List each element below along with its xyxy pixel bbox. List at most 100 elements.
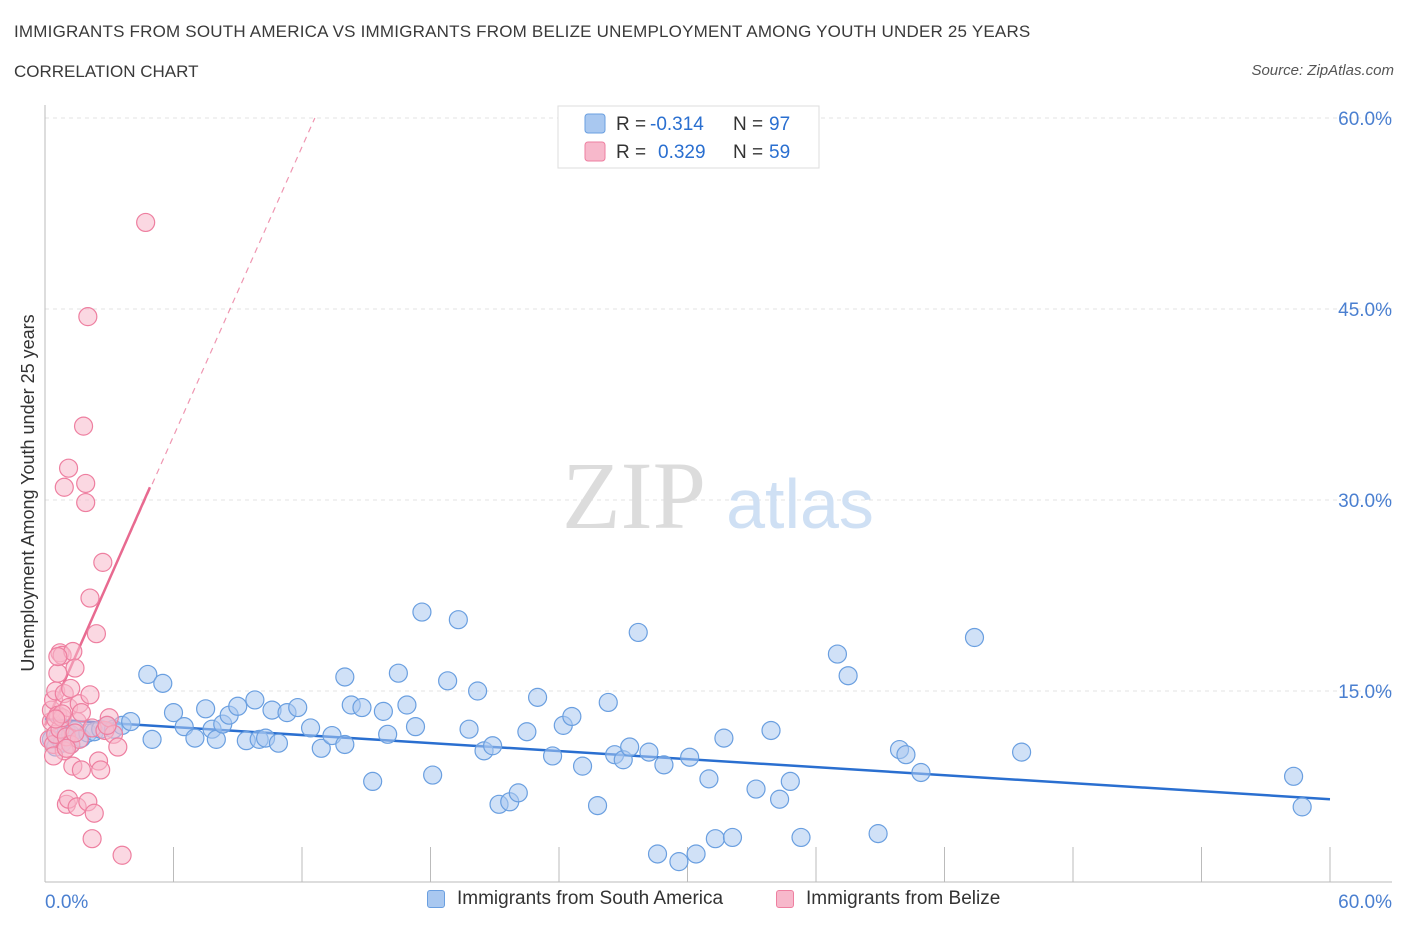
point-south-america-48 <box>438 671 458 691</box>
point-south-america-90 <box>964 627 985 648</box>
x-tick-labels: 0.0% 60.0% <box>45 892 1392 913</box>
legend-n-label-2: N = <box>733 142 763 163</box>
point-belize-23 <box>65 658 85 678</box>
point-belize-39 <box>84 803 104 823</box>
point-south-america-78 <box>722 827 743 848</box>
point-south-america-84 <box>827 644 848 664</box>
point-south-america-71 <box>647 844 668 864</box>
point-belize-57 <box>56 738 77 758</box>
point-south-america-93 <box>1292 797 1312 817</box>
legend-r-label-2: R = <box>616 142 646 163</box>
point-belize-35 <box>80 588 100 608</box>
y-axis-title: Unemployment Among Youth under 25 years <box>18 314 38 671</box>
point-south-america-70 <box>654 755 674 775</box>
point-south-america-92 <box>1283 766 1304 786</box>
y-tick-label-0: 15.0% <box>1338 682 1392 703</box>
point-belize-48 <box>112 845 132 865</box>
chart-title: IMMIGRANTS FROM SOUTH AMERICA VS IMMIGRA… <box>14 22 1031 41</box>
axes <box>44 105 1392 883</box>
point-south-america-67 <box>620 737 640 757</box>
point-belize-56 <box>46 709 66 729</box>
point-south-america-43 <box>388 663 408 683</box>
point-south-america-46 <box>412 602 432 622</box>
point-belize-52 <box>48 647 68 667</box>
point-belize-49 <box>136 212 156 233</box>
point-south-america-59 <box>542 746 563 766</box>
watermark-atlas: atlas <box>726 465 874 543</box>
point-south-america-45 <box>405 717 426 737</box>
legend-swatch-south-america-bottom <box>427 890 445 908</box>
point-south-america-81 <box>769 789 790 809</box>
point-south-america-20 <box>185 728 205 748</box>
source-credit: Source: ZipAtlas.com <box>1251 62 1394 79</box>
grid-lines <box>45 117 1392 692</box>
watermark-zip: ZIP <box>562 442 706 549</box>
point-south-america-42 <box>373 701 393 721</box>
point-south-america-85 <box>838 666 858 686</box>
correlation-legend: R = -0.314 N = 97 R = 0.329 N = 59 <box>557 105 820 169</box>
legend-swatch-belize <box>584 141 606 162</box>
point-south-america-79 <box>746 779 766 799</box>
point-south-america-88 <box>896 745 916 765</box>
point-belize-47 <box>108 737 128 757</box>
point-south-america-16 <box>138 664 158 685</box>
point-south-america-41 <box>363 771 383 792</box>
point-south-america-14 <box>121 711 141 732</box>
legend-n-value-1: 97 <box>769 114 790 135</box>
point-south-america-75 <box>699 769 719 789</box>
legend-r-value-2: 0.329 <box>658 142 706 163</box>
point-belize-30 <box>73 416 94 436</box>
point-south-america-53 <box>483 736 503 756</box>
series-south-america-points <box>41 602 1312 872</box>
point-south-america-56 <box>508 783 528 803</box>
point-belize-33 <box>78 307 98 327</box>
point-south-america-35 <box>300 718 321 738</box>
point-south-america-68 <box>628 622 648 643</box>
point-south-america-58 <box>527 687 548 707</box>
legend-item-south-america[interactable]: Immigrants from South America <box>427 888 723 910</box>
y-tick-label-1: 30.0% <box>1338 491 1392 512</box>
point-south-america-38 <box>335 667 355 687</box>
point-south-america-32 <box>268 733 289 753</box>
point-south-america-63 <box>587 795 608 816</box>
point-south-america-18 <box>163 703 184 723</box>
point-south-america-73 <box>680 747 700 767</box>
point-belize-19 <box>61 678 81 699</box>
watermark: ZIP atlas <box>562 442 874 549</box>
point-belize-42 <box>91 760 111 780</box>
point-south-america-82 <box>780 771 800 792</box>
y-tick-labels: 15.0% 30.0% 45.0% 60.0% <box>1338 109 1392 703</box>
point-south-america-64 <box>598 692 618 713</box>
point-south-america-51 <box>468 681 488 701</box>
y-tick-label-3: 60.0% <box>1338 109 1392 130</box>
point-south-america-50 <box>459 719 479 739</box>
legend-swatch-south-america <box>584 113 606 134</box>
point-south-america-34 <box>288 697 308 718</box>
point-south-america-74 <box>686 844 706 864</box>
y-tick-label-2: 45.0% <box>1338 300 1392 321</box>
point-south-america-40 <box>352 697 372 718</box>
point-belize-43 <box>93 552 113 572</box>
point-belize-38 <box>82 829 102 849</box>
point-belize-31 <box>76 492 96 513</box>
point-south-america-72 <box>669 852 689 872</box>
point-belize-8 <box>48 663 68 683</box>
point-belize-40 <box>86 624 107 644</box>
legend-label-south-america: Immigrants from South America <box>457 888 724 909</box>
series-belize-points <box>39 212 156 865</box>
point-belize-50 <box>54 477 74 497</box>
point-belize-36 <box>80 685 100 705</box>
legend-r-value-1: -0.314 <box>650 114 704 135</box>
point-south-america-61 <box>562 706 582 727</box>
legend-item-belize[interactable]: Immigrants from Belize <box>776 888 1000 910</box>
point-south-america-21 <box>196 699 216 719</box>
x-tick-label-max: 60.0% <box>1338 892 1392 913</box>
x-tick-label-min: 0.0% <box>45 892 88 913</box>
point-south-america-89 <box>911 762 931 783</box>
point-south-america-69 <box>639 742 659 762</box>
legend-swatch-belize-bottom <box>776 890 794 908</box>
point-south-america-17 <box>153 673 173 693</box>
point-south-america-83 <box>791 827 811 848</box>
point-south-america-47 <box>423 765 443 785</box>
